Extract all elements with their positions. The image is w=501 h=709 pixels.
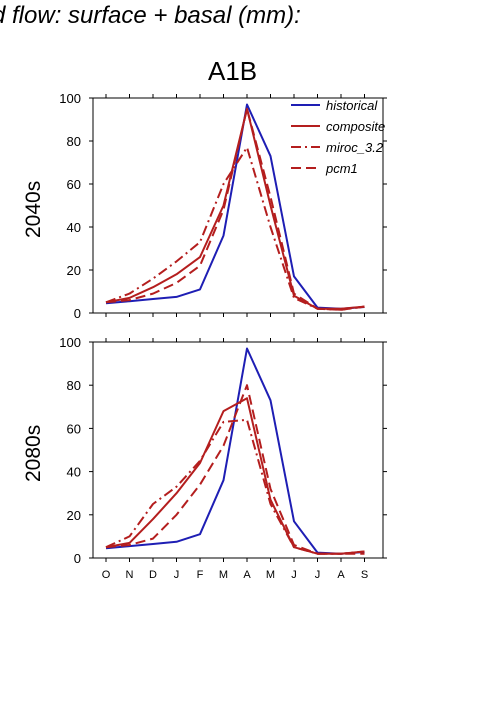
plot-frame-1: [92, 341, 384, 559]
y-tick-label: 80: [67, 378, 81, 393]
x-tick-label: J: [291, 569, 297, 581]
y-tick-label: 100: [59, 335, 81, 350]
y-tick-label: 0: [74, 551, 81, 566]
series-line-historical: [105, 103, 365, 310]
y-tick-label: 100: [59, 91, 81, 106]
legend-label: miroc_3.2: [326, 140, 384, 155]
x-tick-label: N: [126, 569, 134, 581]
x-tick-label: F: [197, 569, 204, 581]
legend-label: pcm1: [325, 161, 358, 176]
y-tick-label: 60: [67, 177, 81, 192]
y-tick-label: 20: [67, 508, 81, 523]
x-tick-label: J: [315, 569, 321, 581]
y-tick-label: 40: [67, 220, 81, 235]
y-tick-label: 60: [67, 421, 81, 436]
x-tick-label: M: [219, 569, 228, 581]
plot-frame-0: [92, 97, 384, 314]
x-tick-label: O: [102, 569, 111, 581]
series-line-pcm1: [105, 107, 365, 311]
legend-label: composite: [326, 119, 385, 134]
y-tick-label: 20: [67, 263, 81, 278]
y-tick-label: 0: [74, 306, 81, 321]
x-tick-label: J: [174, 569, 180, 581]
y-tick-label: 80: [67, 134, 81, 149]
scenario-label: A1B: [208, 56, 258, 86]
x-tick-label: M: [266, 569, 275, 581]
x-tick-label: S: [361, 569, 368, 581]
y-tick-label: 40: [67, 465, 81, 480]
series-line-composite: [105, 107, 365, 310]
series-line-pcm1: [105, 384, 365, 555]
series-line-miroc-3-2: [105, 418, 365, 555]
x-tick-label: A: [243, 569, 251, 581]
series-line-historical: [105, 347, 365, 555]
x-tick-label: A: [337, 569, 345, 581]
page-title: d flow: surface + basal (mm):: [0, 2, 301, 29]
legend-label: historical: [326, 98, 378, 113]
x-tick-label: D: [149, 569, 157, 581]
